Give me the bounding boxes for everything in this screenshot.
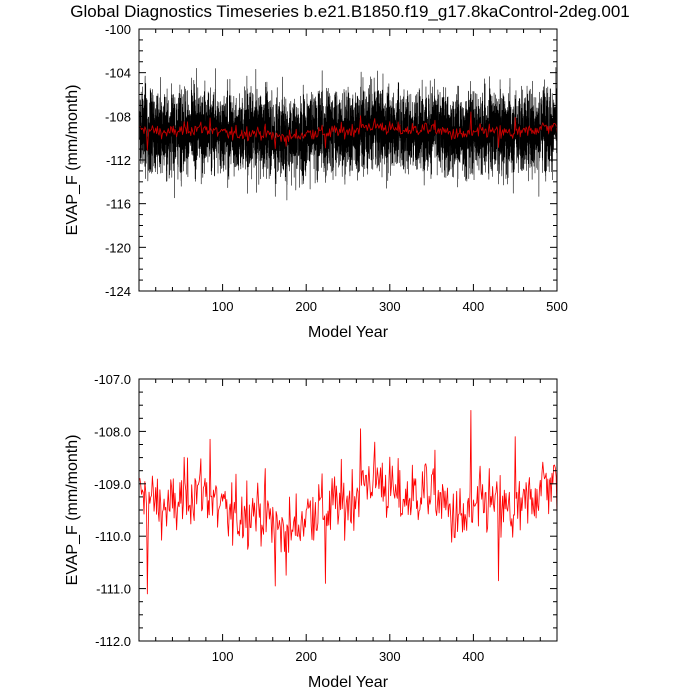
x-tick-label: 200: [295, 649, 317, 664]
x-tick-label: 400: [463, 299, 485, 314]
x-tick-label: 300: [379, 649, 401, 664]
y-tick-label: -112: [106, 153, 131, 168]
y-tick-label: -107.0: [94, 372, 131, 387]
y-tick-label: -108: [105, 109, 131, 124]
plot-area: [139, 410, 557, 595]
x-axis-label: Model Year: [308, 674, 389, 691]
x-tick-label: 500: [546, 299, 568, 314]
page-title: Global Diagnostics Timeseries b.e21.B185…: [70, 2, 630, 21]
y-tick-label: -100: [105, 22, 131, 37]
chart-top: 100 200 300 400 500 -124 -120 -116 -112 -108 -104 -…: [64, 22, 568, 341]
plot-area: [139, 67, 557, 201]
y-tick-label: -104: [105, 66, 131, 81]
x-tick-label: 200: [295, 299, 317, 314]
x-tick-label: 100: [212, 649, 234, 664]
y-tick-label: -111.0: [96, 582, 131, 597]
x-tick-label: 100: [212, 299, 234, 314]
y-tick-label: -108.0: [94, 424, 131, 439]
series-line-1: [139, 410, 557, 595]
x-tick-label: 300: [379, 299, 401, 314]
y-tick-label: -110.0: [95, 529, 131, 544]
x-axis-label: Model Year: [308, 324, 389, 341]
x-tick-label: 400: [463, 649, 485, 664]
y-axis-label: EVAP_F (mm/month): [64, 435, 81, 586]
y-tick-label: -109.0: [94, 477, 131, 492]
y-tick-label: -124: [105, 284, 131, 299]
y-axis-label: EVAP_F (mm/month): [64, 85, 81, 236]
series-line-2: [139, 111, 557, 151]
y-tick-label: -112.0: [95, 634, 131, 649]
y-tick-label: -116: [106, 197, 131, 212]
series-line-1: [139, 67, 557, 201]
chart-bottom: 100 200 300 400 -112.0 -111.0 -110.0 -109.0 -108…: [64, 372, 558, 691]
y-tick-label: -120: [105, 240, 131, 255]
